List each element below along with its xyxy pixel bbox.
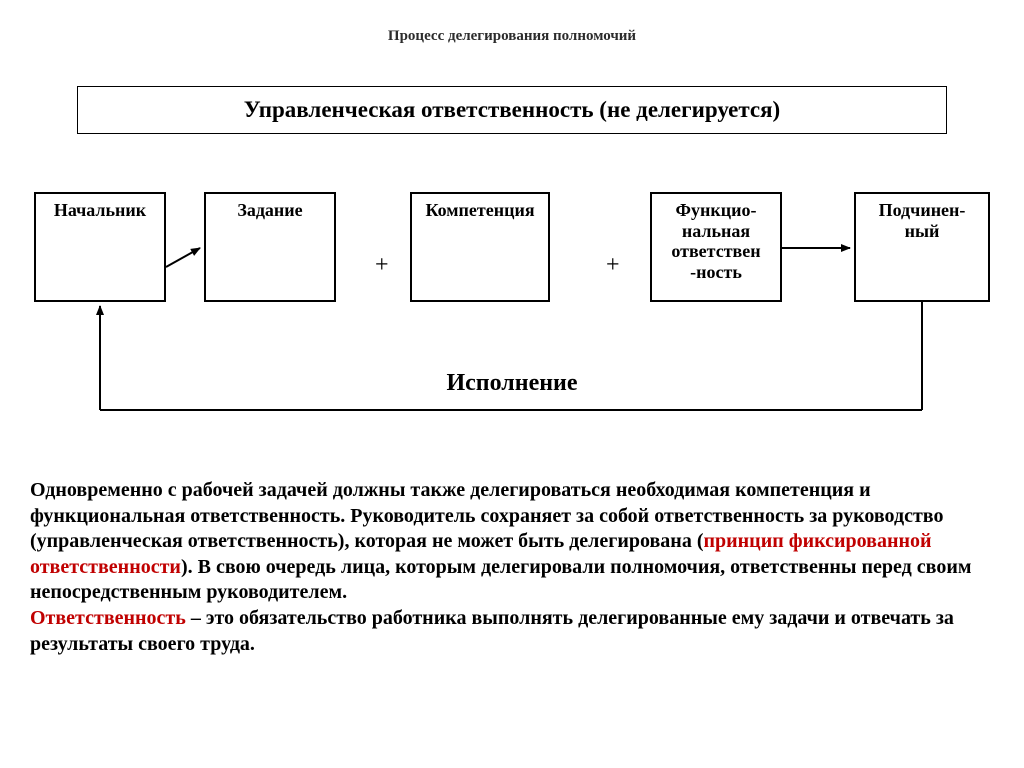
- node-responsibility: Функцио- нальная ответствен -ность: [650, 192, 782, 302]
- node-label: Задание: [237, 200, 302, 220]
- node-label-line: нальная: [682, 221, 750, 241]
- node-label-line: -ность: [690, 262, 742, 282]
- banner-text: Управленческая ответственность (не делег…: [244, 97, 780, 123]
- node-subordinate: Подчинен- ный: [854, 192, 990, 302]
- banner-box: Управленческая ответственность (не делег…: [77, 86, 947, 134]
- plus-sign: +: [606, 252, 620, 279]
- node-label-line: Подчинен-: [879, 200, 966, 220]
- node-boss: Начальник: [34, 192, 166, 302]
- node-task: Задание: [204, 192, 336, 302]
- execution-label: Исполнение: [0, 370, 1024, 397]
- node-label: Начальник: [54, 200, 146, 220]
- plus-sign: +: [375, 252, 389, 279]
- page-title: Процесс делегирования полномочий: [0, 28, 1024, 45]
- node-label-line: Функцио-: [676, 200, 757, 220]
- para-red-text: Ответственность: [30, 607, 186, 629]
- node-label: Компетенция: [425, 200, 534, 220]
- node-competence: Компетенция: [410, 192, 550, 302]
- node-label-line: ный: [905, 221, 940, 241]
- node-label-line: ответствен: [671, 241, 760, 261]
- description-paragraph: Одновременно с рабочей задачей должны та…: [30, 478, 995, 657]
